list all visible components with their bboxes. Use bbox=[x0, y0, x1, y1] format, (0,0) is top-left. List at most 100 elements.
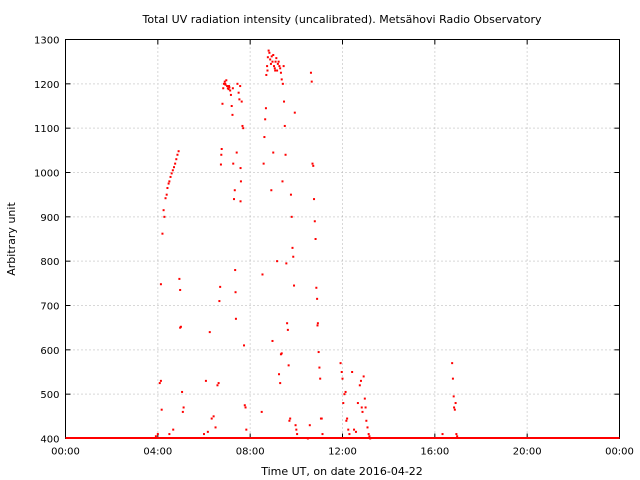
data-point bbox=[286, 328, 289, 331]
data-point bbox=[356, 402, 359, 405]
x-tick-label: 08:00 bbox=[236, 447, 265, 458]
data-point bbox=[203, 433, 205, 436]
data-point bbox=[339, 362, 342, 365]
y-tick-label: 1000 bbox=[34, 169, 59, 180]
data-point bbox=[346, 417, 349, 420]
data-point bbox=[237, 91, 240, 94]
data-point bbox=[221, 102, 224, 105]
data-point bbox=[263, 136, 266, 139]
data-point bbox=[236, 82, 239, 85]
data-point bbox=[160, 408, 163, 411]
data-point bbox=[314, 238, 317, 240]
data-point bbox=[162, 209, 165, 212]
data-point bbox=[308, 424, 311, 427]
data-point bbox=[295, 428, 298, 431]
y-axis-label: Arbitrary unit bbox=[5, 202, 18, 276]
data-point bbox=[347, 428, 350, 431]
data-point bbox=[364, 406, 367, 409]
data-point bbox=[220, 153, 223, 156]
data-point bbox=[177, 150, 180, 153]
data-point bbox=[233, 189, 236, 192]
x-tick-label: 00:00 bbox=[605, 447, 634, 458]
data-point bbox=[311, 162, 314, 165]
data-point bbox=[277, 60, 280, 63]
data-point bbox=[226, 85, 229, 88]
data-point bbox=[210, 417, 213, 420]
data-point bbox=[321, 433, 324, 436]
data-point bbox=[288, 419, 291, 422]
data-point bbox=[228, 85, 231, 88]
data-point bbox=[294, 424, 297, 427]
data-point bbox=[227, 88, 230, 91]
data-point bbox=[270, 55, 273, 58]
data-point bbox=[181, 410, 184, 413]
data-point bbox=[225, 79, 228, 82]
data-point bbox=[168, 180, 171, 183]
data-point bbox=[281, 180, 284, 183]
data-point bbox=[306, 437, 309, 440]
data-point bbox=[159, 379, 162, 382]
data-point bbox=[218, 300, 221, 303]
data-point bbox=[169, 175, 172, 178]
data-point bbox=[172, 428, 175, 431]
x-axis-label: Time UT, on date 2016-04-22 bbox=[260, 465, 423, 478]
data-point bbox=[316, 297, 319, 300]
data-point bbox=[276, 62, 279, 65]
data-point bbox=[451, 377, 454, 380]
data-point bbox=[281, 82, 284, 85]
data-point bbox=[241, 124, 244, 127]
data-point bbox=[217, 382, 220, 385]
data-point bbox=[290, 215, 293, 218]
data-point bbox=[284, 153, 287, 156]
data-point bbox=[239, 167, 242, 170]
data-point bbox=[287, 364, 290, 367]
data-point bbox=[231, 113, 234, 116]
data-point bbox=[165, 193, 168, 196]
y-tick-label: 600 bbox=[40, 346, 59, 357]
data-point bbox=[315, 286, 318, 289]
data-point bbox=[264, 118, 267, 121]
data-point bbox=[234, 291, 237, 294]
data-point bbox=[313, 198, 316, 201]
data-point bbox=[179, 325, 182, 328]
x-tick-label: 00:00 bbox=[51, 447, 80, 458]
data-point bbox=[455, 433, 458, 436]
data-point bbox=[268, 51, 271, 54]
data-point bbox=[279, 67, 282, 70]
data-point bbox=[453, 408, 456, 411]
data-point bbox=[289, 417, 292, 420]
y-tick-label: 900 bbox=[40, 213, 59, 224]
data-point bbox=[293, 111, 296, 114]
data-point bbox=[289, 193, 292, 196]
data-point bbox=[229, 89, 232, 92]
data-point bbox=[451, 362, 454, 365]
data-point bbox=[351, 371, 354, 373]
data-point bbox=[363, 397, 366, 400]
data-point bbox=[291, 246, 294, 249]
data-point bbox=[456, 435, 459, 438]
data-point bbox=[269, 62, 272, 65]
data-point bbox=[313, 220, 316, 223]
x-tick-label: 16:00 bbox=[420, 447, 449, 458]
data-point bbox=[204, 379, 207, 382]
data-point bbox=[212, 415, 215, 418]
data-point bbox=[208, 331, 211, 334]
data-point bbox=[235, 151, 238, 154]
data-point bbox=[275, 57, 278, 60]
data-point bbox=[178, 277, 181, 280]
data-point bbox=[240, 100, 243, 103]
data-point bbox=[318, 366, 321, 369]
data-point bbox=[214, 426, 217, 429]
y-tick-label: 1100 bbox=[34, 124, 59, 135]
data-point bbox=[309, 71, 312, 74]
data-point bbox=[276, 69, 279, 72]
data-point bbox=[369, 437, 372, 440]
data-point bbox=[163, 215, 166, 218]
data-point bbox=[228, 86, 231, 89]
data-point bbox=[276, 260, 279, 263]
data-point bbox=[365, 419, 368, 422]
data-point bbox=[358, 384, 361, 387]
data-point bbox=[286, 322, 289, 325]
data-point bbox=[222, 87, 225, 90]
